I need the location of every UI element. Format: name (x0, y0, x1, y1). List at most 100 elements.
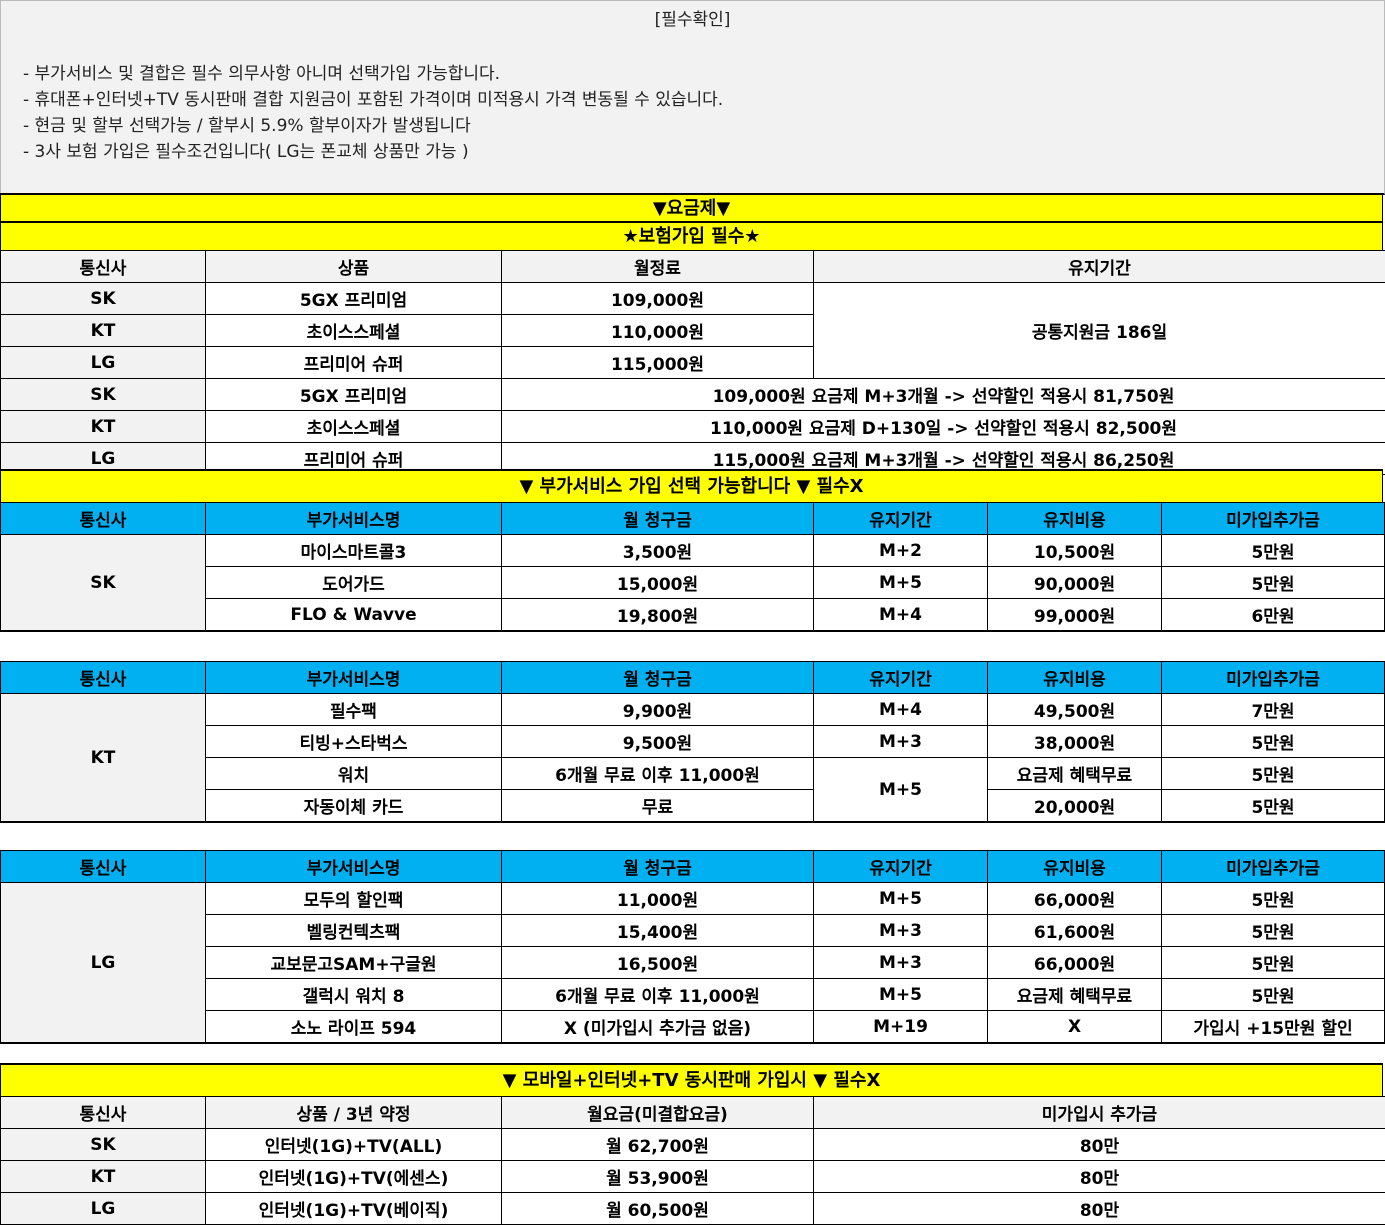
column-header: 부가서비스명 (205, 850, 502, 883)
table-cell: M+3 (813, 914, 988, 947)
column-header: 부가서비스명 (205, 502, 502, 535)
table-cell: 초이스스페셜 (205, 314, 502, 347)
table-cell: 교보문고SAM+구글원 (205, 946, 502, 979)
table-cell: 갤럭시 워치 8 (205, 978, 502, 1011)
table-cell: 티빙+스타벅스 (205, 725, 502, 758)
plan-banner: ▼요금제▼ (0, 193, 1383, 222)
table-cell: 15,000원 (501, 566, 814, 599)
table-row: KT 인터넷(1G)+TV(에센스) 월 53,900원 80만 (0, 1160, 1385, 1193)
carrier-cell: LG (0, 882, 206, 1044)
table-cell: M+3 (813, 725, 988, 758)
table-cell: 19,800원 (501, 598, 814, 632)
table-row: 교보문고SAM+구글원 16,500원 M+3 66,000원 5만원 (1, 946, 1385, 979)
table-cell: 16,500원 (501, 946, 814, 979)
table-row: LG 프리미어 슈퍼 115,000원 (0, 346, 1385, 379)
table-row: SK 인터넷(1G)+TV(ALL) 월 62,700원 80만 (0, 1128, 1385, 1161)
table-row: FLO & Wavve 19,800원 M+4 99,000원 6만원 (1, 598, 1385, 632)
column-header: 월요금(미결합요금) (501, 1096, 814, 1129)
table-cell: 필수팩 (205, 693, 502, 726)
notice-line: - 휴대폰+인터넷+TV 동시판매 결합 지원금이 포함된 가격이며 미적용시 … (23, 90, 724, 110)
table-cell: 월 53,900원 (501, 1160, 814, 1193)
table-cell: 프리미어 슈퍼 (205, 346, 502, 379)
carrier-cell: SK (0, 534, 206, 632)
table-row: SK 마이스마트콜3 3,500원 M+2 10,500원 5만원 (0, 534, 1385, 632)
notice-line: - 현금 및 할부 선택가능 / 할부시 5.9% 할부이자가 발생됩니다 (23, 116, 471, 136)
column-header: 유지비용 (987, 661, 1162, 694)
column-header: 미가입추가금 (1161, 502, 1385, 535)
table-cell: 인터넷(1G)+TV(에센스) (205, 1160, 502, 1193)
table-cell: 6만원 (1161, 598, 1385, 632)
table-cell: 도어가드 (205, 566, 502, 599)
table-cell: 109,000원 (501, 282, 814, 315)
table-row: LG 인터넷(1G)+TV(베이직) 월 60,500원 80만 (0, 1192, 1385, 1225)
carrier-cell: SK (0, 378, 206, 411)
table-cell: 80만 (813, 1128, 1385, 1161)
table-row: 티빙+스타벅스 9,500원 M+3 38,000원 5만원 (1, 725, 1385, 758)
table-cell: 11,000원 (501, 882, 814, 915)
table-cell: 요금제 혜택무료 (987, 978, 1162, 1011)
carrier-cell: KT (0, 693, 206, 823)
column-header: 유지비용 (987, 850, 1162, 883)
table-cell: 15,400원 (501, 914, 814, 947)
table-cell: 6개월 무료 이후 11,000원 (501, 757, 814, 790)
column-header: 상품 (205, 250, 502, 283)
table-cell: M+4 (813, 598, 988, 632)
column-header: 월 청구금 (501, 850, 814, 883)
addon-banner: ▼ 부가서비스 가입 선택 가능합니다 ▼ 필수X (0, 469, 1383, 503)
header-row: 통신사 부가서비스명 월 청구금 유지기간 유지비용 미가입추가금 (0, 502, 1385, 535)
column-header: 통신사 (0, 850, 206, 883)
table-cell: X (미가입시 추가금 없음) (501, 1010, 814, 1044)
table-cell: 요금제 혜택무료 (987, 757, 1162, 790)
carrier-cell: SK (0, 282, 206, 315)
table-cell: 115,000원 (501, 346, 814, 379)
table-cell: M+5 (813, 978, 988, 1011)
column-header: 상품 / 3년 약정 (205, 1096, 502, 1129)
carrier-cell: KT (0, 410, 206, 443)
carrier-cell: KT (0, 1160, 206, 1193)
column-header: 통신사 (0, 1096, 206, 1129)
carrier-cell: LG (0, 1192, 206, 1225)
table-cell: M+5 (813, 882, 988, 915)
table-cell: 5만원 (1161, 534, 1385, 567)
header-row: 통신사 상품 / 3년 약정 월요금(미결합요금) 미가입시 추가금 (0, 1096, 1385, 1129)
column-header: 미가입추가금 (1161, 850, 1385, 883)
table-row: SK 5GX 프리미엄 109,000원 공통지원금 186일 (0, 282, 1385, 379)
addon-lg-table: 통신사 부가서비스명 월 청구금 유지기간 유지비용 미가입추가금 LG 모두의 할인팩 11,… (0, 850, 1385, 1044)
table-cell: 자동이체 카드 (205, 789, 502, 823)
table-cell: M+2 (813, 534, 988, 567)
table-cell: 인터넷(1G)+TV(베이직) (205, 1192, 502, 1225)
notice-lines: - 부가서비스 및 결합은 필수 의무사항 아니며 선택가입 가능합니다. - … (23, 61, 723, 165)
table-row: 자동이체 카드 무료 20,000원 5만원 (1, 789, 1385, 823)
table-cell: 38,000원 (987, 725, 1162, 758)
table-row: KT 초이스스페셜 110,000원 (0, 314, 1385, 347)
table-cell: 월 62,700원 (501, 1128, 814, 1161)
table-cell: 초이스스페셜 (205, 410, 502, 443)
notice-line: - 부가서비스 및 결합은 필수 의무사항 아니며 선택가입 가능합니다. (23, 64, 501, 84)
table-row: LG 모두의 할인팩 11,000원 M+5 66,000원 5만원 (0, 882, 1385, 1044)
table-cell: 무료 (501, 789, 814, 823)
table-cell: M+3 (813, 946, 988, 979)
header-row: 통신사 부가서비스명 월 청구금 유지기간 유지비용 미가입추가금 (0, 661, 1385, 694)
table-cell: FLO & Wavve (205, 598, 502, 632)
column-header: 월정료 (501, 250, 814, 283)
table-cell: 61,600원 (987, 914, 1162, 947)
table-cell: 벨링컨텍츠팩 (205, 914, 502, 947)
table-cell: 80만 (813, 1192, 1385, 1225)
table-cell: 월 60,500원 (501, 1192, 814, 1225)
table-cell: 5GX 프리미엄 (205, 378, 502, 411)
table-cell: 5만원 (1161, 789, 1385, 823)
table-row: 벨링컨텍츠팩 15,400원 M+3 61,600원 5만원 (1, 914, 1385, 947)
table-row: 소노 라이프 594 X (미가입시 추가금 없음) M+19 X 가입시 +15만원 … (1, 1010, 1385, 1044)
table-row: KT 초이스스페셜 110,000원 요금제 D+130일 -> 선약할인 적용시 … (0, 410, 1385, 443)
table-cell: M+19 (813, 1010, 988, 1044)
table-cell: 7만원 (1161, 693, 1385, 726)
bundle-banner: ▼ 모바일+인터넷+TV 동시판매 가입시 ▼ 필수X (0, 1063, 1383, 1097)
notice-box: [필수확인] - 부가서비스 및 결합은 필수 의무사항 아니며 선택가입 가능… (0, 0, 1385, 195)
table-cell: 소노 라이프 594 (205, 1010, 502, 1044)
table-cell: 마이스마트콜3 (205, 534, 502, 567)
column-header: 미가입추가금 (1161, 661, 1385, 694)
table-cell: 109,000원 요금제 M+3개월 -> 선약할인 적용시 81,750원 (501, 378, 1385, 411)
table-cell: M+5 (813, 566, 988, 599)
bundle-table: 통신사 상품 / 3년 약정 월요금(미결합요금) 미가입시 추가금 SK 인터넷(1G)… (0, 1096, 1385, 1225)
carrier-cell: SK (0, 1128, 206, 1161)
